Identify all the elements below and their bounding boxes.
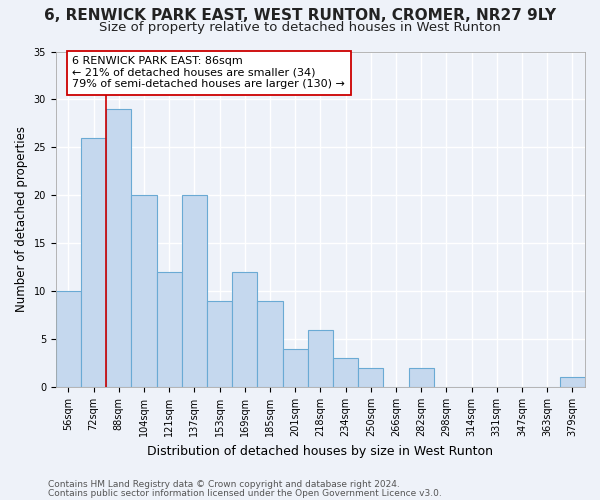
Bar: [131, 196, 157, 387]
Bar: [409, 368, 434, 387]
Bar: [207, 301, 232, 387]
Bar: [232, 272, 257, 387]
Bar: [182, 196, 207, 387]
Bar: [257, 301, 283, 387]
Bar: [106, 109, 131, 387]
Text: 6, RENWICK PARK EAST, WEST RUNTON, CROMER, NR27 9LY: 6, RENWICK PARK EAST, WEST RUNTON, CROME…: [44, 8, 556, 22]
Text: Contains HM Land Registry data © Crown copyright and database right 2024.: Contains HM Land Registry data © Crown c…: [48, 480, 400, 489]
Text: Size of property relative to detached houses in West Runton: Size of property relative to detached ho…: [99, 21, 501, 34]
Bar: [560, 378, 585, 387]
Bar: [308, 330, 333, 387]
Bar: [358, 368, 383, 387]
Y-axis label: Number of detached properties: Number of detached properties: [15, 126, 28, 312]
Bar: [81, 138, 106, 387]
Text: 6 RENWICK PARK EAST: 86sqm
← 21% of detached houses are smaller (34)
79% of semi: 6 RENWICK PARK EAST: 86sqm ← 21% of deta…: [72, 56, 345, 90]
Bar: [157, 272, 182, 387]
Bar: [283, 348, 308, 387]
Bar: [333, 358, 358, 387]
Bar: [56, 291, 81, 387]
X-axis label: Distribution of detached houses by size in West Runton: Distribution of detached houses by size …: [148, 444, 493, 458]
Text: Contains public sector information licensed under the Open Government Licence v3: Contains public sector information licen…: [48, 488, 442, 498]
